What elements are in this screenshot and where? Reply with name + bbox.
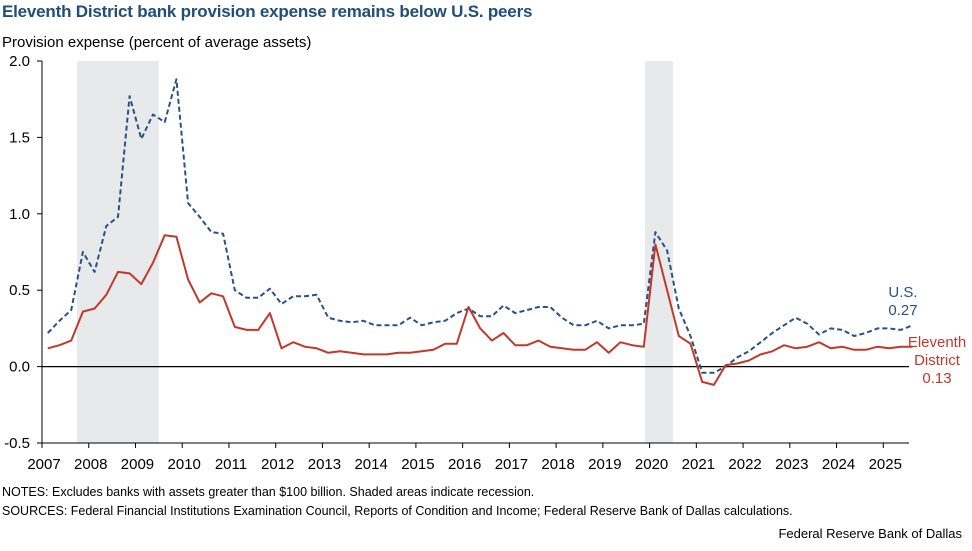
x-tick-label: 2022 xyxy=(728,456,761,473)
us-end-label: 0.27 xyxy=(888,302,917,319)
y-tick-label: 0.5 xyxy=(9,282,30,299)
x-tick-label: 2007 xyxy=(27,456,60,473)
us-series-line xyxy=(47,78,913,374)
x-tick-label: 2008 xyxy=(74,456,107,473)
x-tick-label: 2014 xyxy=(354,456,387,473)
us-end-label: U.S. xyxy=(888,284,917,301)
notes-text: NOTES: Excludes banks with assets greate… xyxy=(2,485,535,499)
credit-text: Federal Reserve Bank of Dallas xyxy=(778,526,962,541)
x-tick-label: 2025 xyxy=(869,456,902,473)
y-tick-label: 2.0 xyxy=(9,53,30,70)
y-tick-label: 1.0 xyxy=(9,206,30,223)
eleventh-district-series-line xyxy=(47,234,913,386)
x-tick-label: 2013 xyxy=(308,456,341,473)
y-tick-label: 0.0 xyxy=(9,359,30,376)
recession-shading xyxy=(77,61,159,443)
x-tick-label: 2024 xyxy=(822,456,855,473)
x-tick-label: 2019 xyxy=(588,456,621,473)
x-tick-label: 2012 xyxy=(261,456,294,473)
recession-shading xyxy=(644,61,673,443)
notes-block: NOTES: Excludes banks with assets greate… xyxy=(2,483,793,521)
x-tick-label: 2017 xyxy=(495,456,528,473)
y-tick-label: 1.5 xyxy=(9,129,30,146)
sources-text: SOURCES: Federal Financial Institutions … xyxy=(2,504,793,518)
x-tick-label: 2010 xyxy=(168,456,201,473)
x-tick-label: 2020 xyxy=(635,456,668,473)
eleventh-district-end-label: Eleventh xyxy=(908,334,966,351)
x-tick-label: 2016 xyxy=(448,456,481,473)
eleventh-district-end-label: District xyxy=(914,352,961,369)
x-tick-label: 2018 xyxy=(541,456,574,473)
y-axis-label: Provision expense (percent of average as… xyxy=(2,34,312,51)
x-tick-label: 2021 xyxy=(682,456,715,473)
y-tick-label: -0.5 xyxy=(4,435,30,452)
x-tick-label: 2023 xyxy=(775,456,808,473)
eleventh-district-end-label: 0.13 xyxy=(922,370,951,387)
chart: 2.0 1.5 1.0 0.5 0.0 -0.5 2007 2008 2009 2010 2011 2… xyxy=(4,53,966,473)
chart-title: Eleventh District bank provision expense… xyxy=(2,2,533,21)
x-tick-label: 2015 xyxy=(401,456,434,473)
x-tick-label: 2009 xyxy=(121,456,154,473)
x-tick-label: 2011 xyxy=(215,456,247,473)
